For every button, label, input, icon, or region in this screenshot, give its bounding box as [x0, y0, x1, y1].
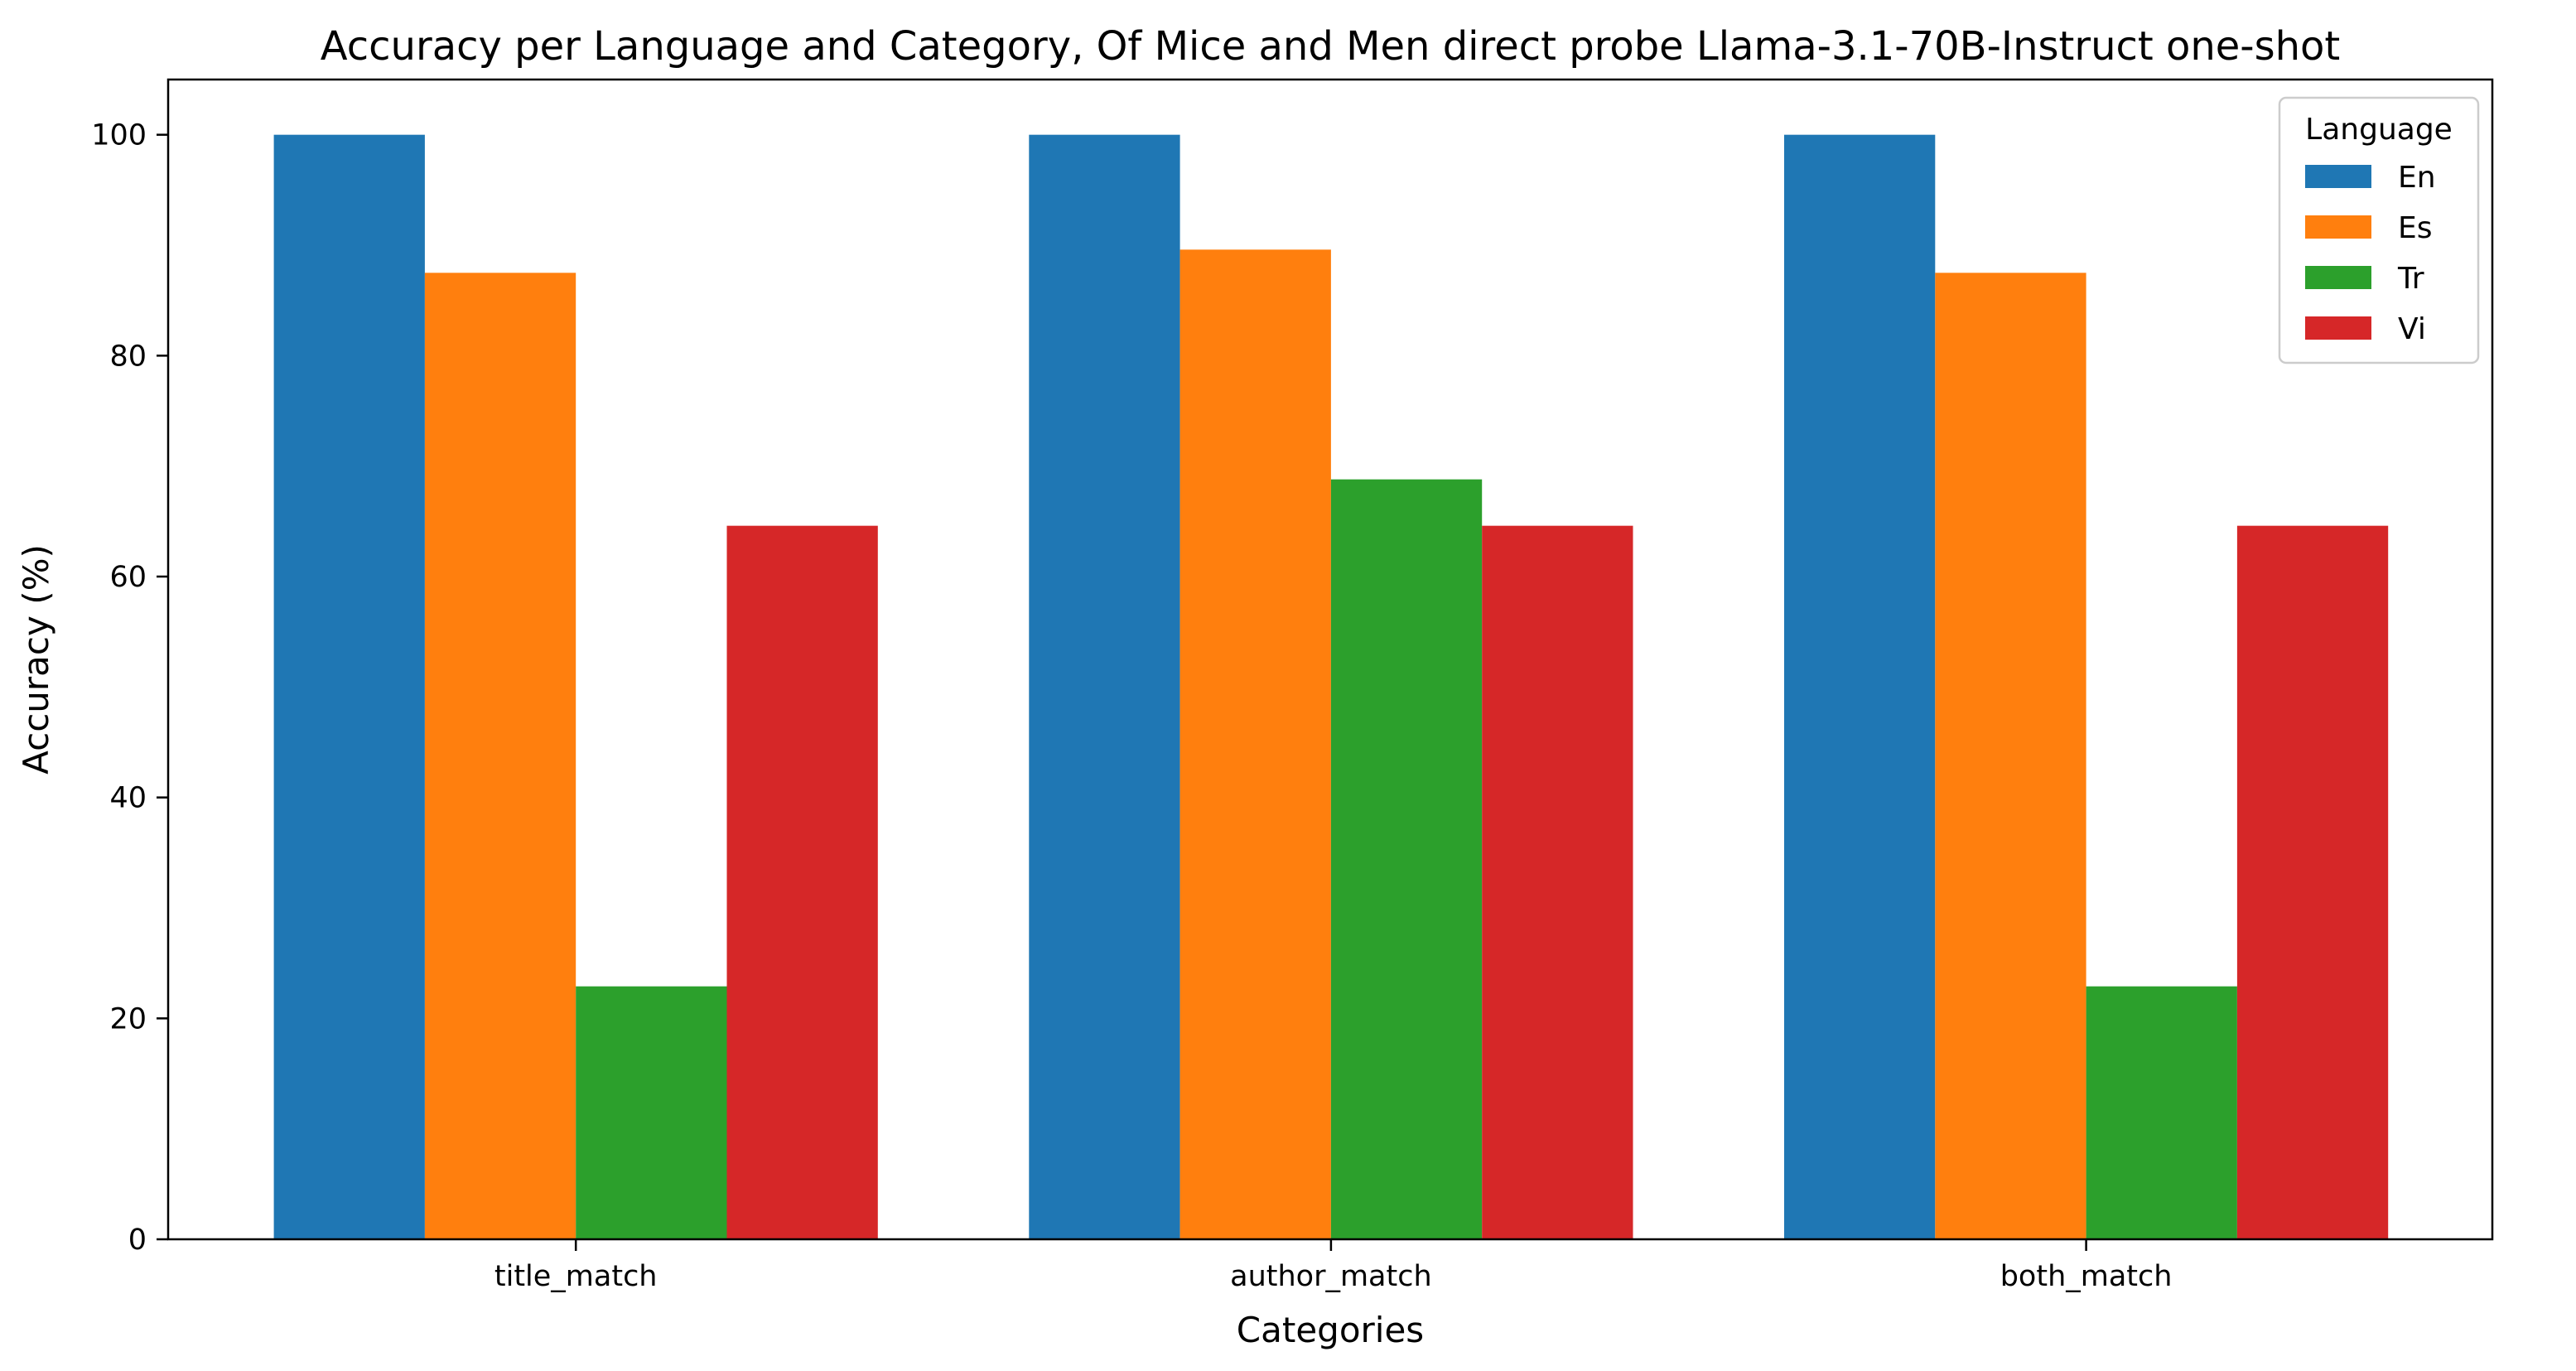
legend-swatch-vi	[2305, 316, 2371, 340]
y-tick-label-40: 40	[109, 782, 147, 815]
x-axis: title_match author_match both_match	[494, 1239, 2173, 1293]
bar-tr-both-match	[2086, 986, 2237, 1239]
legend-label-es: Es	[2398, 211, 2433, 245]
x-tick-label-both-match: both_match	[2000, 1260, 2173, 1293]
legend-title: Language	[2305, 113, 2453, 147]
bar-vi-title-match	[726, 525, 878, 1239]
y-axis-label: Accuracy (%)	[16, 544, 56, 775]
y-tick-label-20: 20	[109, 1002, 147, 1035]
bar-vi-both-match	[2236, 525, 2389, 1239]
legend-swatch-tr	[2305, 266, 2371, 289]
plot-frame	[166, 78, 2494, 1241]
legend-items: En Es Tr Vi	[2305, 161, 2436, 346]
y-axis: 0 20 40 60 80 100	[91, 119, 168, 1257]
y-tick-label-100: 100	[91, 119, 147, 152]
bar-en-title-match	[273, 134, 425, 1239]
bar-es-author-match	[1179, 249, 1331, 1240]
x-tick-label-title-match: title_match	[494, 1260, 658, 1293]
bar-en-author-match	[1029, 134, 1180, 1239]
x-tick-label-author-match: author_match	[1230, 1260, 1432, 1293]
bar-tr-author-match	[1330, 479, 1483, 1239]
bars-layer	[273, 134, 2389, 1240]
legend-frame	[2278, 96, 2480, 364]
bar-es-both-match	[1935, 273, 2086, 1240]
y-tick-label-0: 0	[128, 1224, 147, 1257]
y-tick-label-60: 60	[109, 561, 147, 594]
legend-swatch-es	[2305, 215, 2371, 239]
bar-es-title-match	[424, 273, 576, 1240]
x-axis-label: Categories	[1237, 1310, 1424, 1350]
legend-swatch-en	[2305, 165, 2371, 188]
legend-label-en: En	[2398, 161, 2436, 195]
bar-vi-author-match	[1482, 525, 1633, 1239]
bar-en-both-match	[1784, 134, 1936, 1239]
y-tick-label-80: 80	[109, 340, 147, 373]
legend-label-tr: Tr	[2397, 262, 2424, 296]
legend-label-vi: Vi	[2398, 312, 2426, 346]
legend: Language En Es Tr Vi	[2278, 96, 2480, 364]
bar-tr-title-match	[576, 986, 727, 1239]
chart-title: Accuracy per Language and Category, Of M…	[321, 23, 2340, 70]
